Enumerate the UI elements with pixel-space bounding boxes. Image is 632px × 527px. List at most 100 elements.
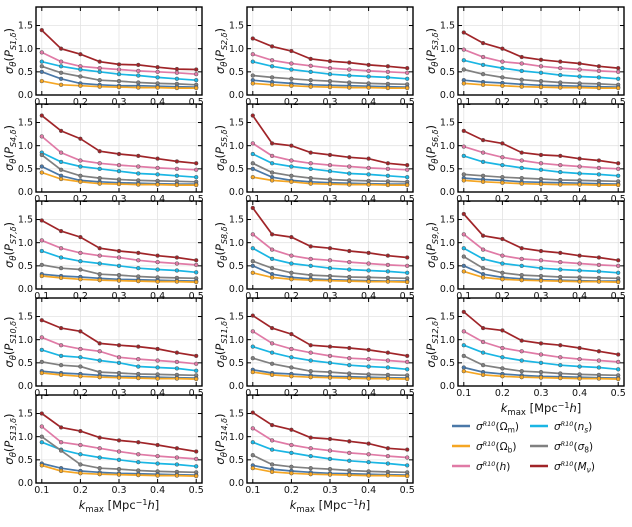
data-point-h	[97, 253, 102, 258]
y-tick-label: 0.5	[18, 67, 33, 78]
data-point-h	[39, 238, 44, 243]
y-axis-label: σθ(PS3,δ)	[424, 28, 441, 74]
data-point-Mnu	[327, 59, 333, 64]
data-point-h	[250, 426, 255, 431]
data-point-Mnu	[289, 331, 294, 337]
data-point-Mnu	[538, 152, 544, 158]
data-point-Mnu	[289, 427, 294, 432]
data-point-Mnu	[269, 325, 275, 331]
x-tick-label: 0.1	[245, 194, 260, 205]
data-point-Mnu	[116, 343, 122, 348]
data-point-Ob	[347, 375, 352, 381]
data-point-h	[308, 446, 313, 451]
data-point-h	[116, 355, 122, 360]
y-tick-label: 1.5	[229, 118, 244, 129]
data-point-h	[596, 262, 602, 268]
data-point-h	[58, 440, 64, 445]
x-tick-label: 0.3	[111, 97, 126, 108]
data-point-ns	[289, 67, 294, 72]
data-point-Mnu	[136, 250, 141, 256]
data-point-Ob	[366, 279, 371, 284]
data-point-h	[366, 68, 371, 74]
data-point-ns	[308, 358, 313, 363]
data-point-s8	[538, 78, 544, 84]
data-point-Ob	[174, 473, 180, 478]
data-point-h	[174, 70, 180, 75]
data-point-Ob	[250, 466, 255, 471]
data-point-Mnu	[480, 137, 486, 143]
data-point-Ob	[136, 85, 141, 90]
x-tick-label: 0.3	[111, 388, 126, 399]
data-point-ns	[480, 256, 486, 262]
data-point-Ob	[136, 278, 141, 284]
data-point-Mnu	[519, 338, 524, 343]
data-point-s8	[519, 272, 524, 278]
data-point-Ob	[116, 84, 122, 90]
data-point-Mnu	[347, 60, 352, 65]
data-point-Ob	[269, 275, 275, 280]
y-axis-label: σθ(PS7,δ)	[2, 222, 19, 268]
data-point-ns	[116, 263, 122, 268]
data-point-s8	[58, 363, 64, 368]
data-point-s8	[461, 353, 466, 359]
data-point-ns	[174, 268, 180, 273]
x-tick-label: 0.3	[322, 485, 337, 496]
data-point-ns	[308, 263, 313, 268]
data-point-ns	[327, 456, 333, 462]
legend-label-s8: σR10(σ8)	[554, 440, 593, 455]
data-point-Ob	[78, 83, 83, 88]
data-point-h	[366, 261, 371, 266]
data-point-h	[289, 253, 294, 258]
data-point-ns	[194, 175, 199, 180]
data-point-s8	[480, 173, 486, 178]
data-point-Ob	[347, 472, 352, 478]
x-tick-label: 0.4	[361, 388, 376, 399]
data-point-ns	[519, 358, 524, 363]
data-point-Ob	[538, 84, 544, 90]
data-point-Ob	[538, 278, 544, 283]
data-point-s8	[78, 173, 83, 178]
data-point-ns	[405, 175, 410, 180]
data-point-Ob	[116, 472, 122, 477]
x-tick-label: 0.1	[245, 388, 260, 399]
data-point-Mnu	[39, 411, 44, 416]
data-point-ns	[97, 69, 102, 74]
panel-10: 0.1 0.2 0.3 0.4 0.5 0.0 0.5 1.0 1.5σθ(PS10,δ)	[2, 297, 204, 399]
y-tick-label: 0.0	[18, 90, 33, 101]
y-tick-label: 0.0	[229, 381, 244, 392]
data-point-ns	[461, 58, 466, 63]
data-point-ns	[116, 72, 122, 77]
data-point-ns	[558, 363, 563, 368]
data-point-Ob	[174, 182, 180, 188]
data-point-s8	[58, 167, 64, 172]
data-point-ns	[78, 452, 83, 457]
y-tick-label: 1.0	[18, 238, 33, 249]
data-point-Om	[39, 164, 44, 169]
data-point-h	[405, 455, 410, 460]
panel-5: 0.1 0.2 0.3 0.4 0.5 0.0 0.5 1.0 1.5σθ(PS5,δ)	[213, 103, 415, 205]
data-point-Ob	[250, 175, 255, 180]
x-tick-label: 0.5	[400, 97, 415, 108]
data-point-ns	[366, 460, 371, 465]
data-point-Ob	[519, 375, 524, 380]
data-point-ns	[289, 450, 294, 456]
x-tick-label: 0.4	[150, 485, 165, 496]
panel-2: 0.1 0.2 0.3 0.4 0.5 0.0 0.5 1.0 1.5σθ(PS2,δ)	[213, 6, 415, 108]
data-point-Ob	[155, 279, 160, 284]
data-point-Mnu	[78, 234, 83, 240]
data-point-s8	[461, 254, 466, 259]
data-point-h	[289, 346, 294, 352]
x-tick-label: 0.1	[456, 388, 471, 399]
panel-11: 0.1 0.2 0.3 0.4 0.5 0.0 0.5 1.0 1.5σθ(PS11,δ)	[213, 297, 415, 399]
data-point-ns	[78, 355, 83, 360]
y-axis-label: σθ(PS4,δ)	[2, 125, 19, 171]
data-point-Mnu	[58, 325, 64, 331]
data-point-Ob	[577, 279, 582, 284]
data-point-ns	[155, 267, 160, 272]
data-point-ns	[519, 263, 524, 268]
data-point-ns	[577, 74, 582, 79]
data-point-Mnu	[289, 234, 294, 240]
x-tick-label: 0.1	[456, 291, 471, 302]
data-point-h	[347, 356, 352, 361]
data-point-ns	[327, 360, 333, 365]
